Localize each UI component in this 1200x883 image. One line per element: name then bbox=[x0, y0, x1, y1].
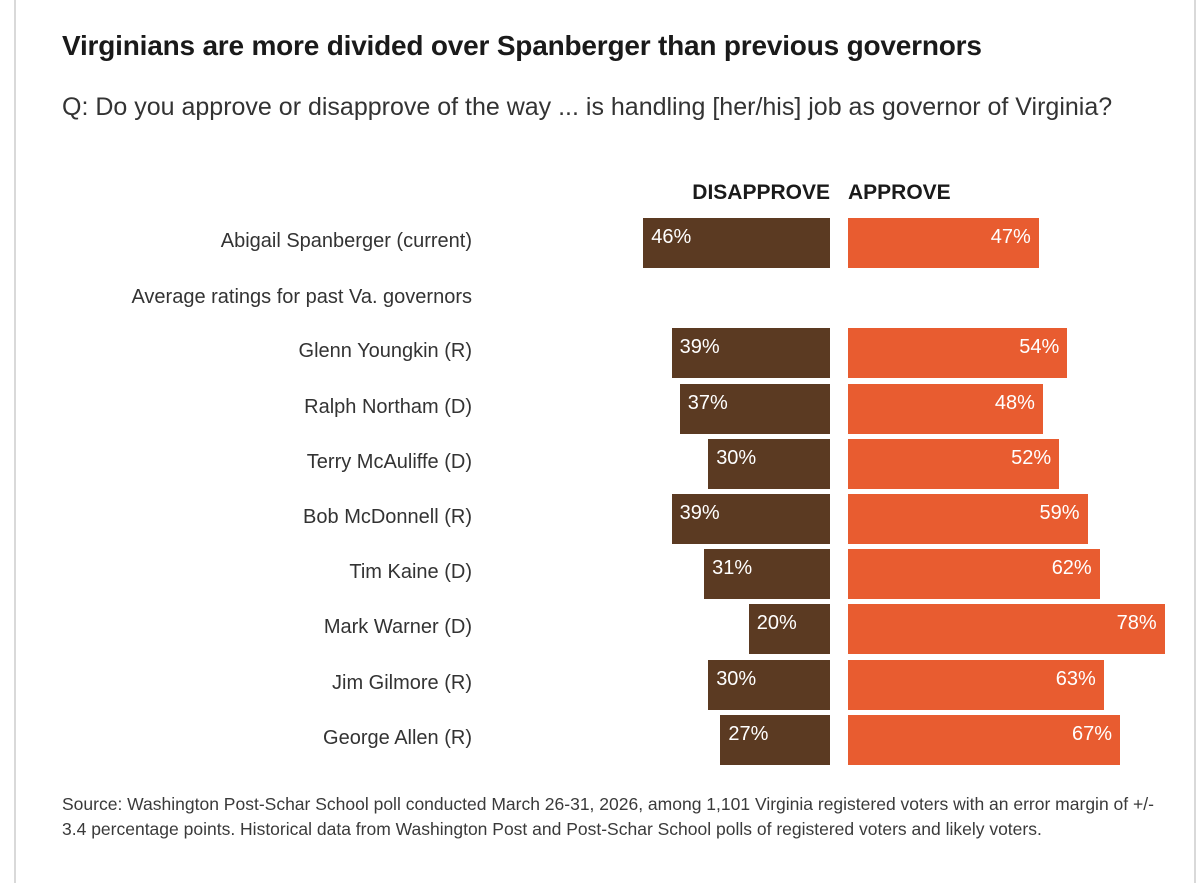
disapprove-value-label: 31% bbox=[712, 557, 753, 579]
governor-label: Bob McDonnell (R) bbox=[303, 506, 472, 528]
disapprove-value-label: 39% bbox=[679, 502, 720, 524]
source-note: Source: Washington Post-Schar School pol… bbox=[62, 794, 1154, 839]
approve-value-label: 59% bbox=[1039, 502, 1080, 524]
disapprove-bar: 46% bbox=[643, 218, 830, 268]
disapprove-value-label: 20% bbox=[756, 612, 797, 634]
approve-bar: 63% bbox=[848, 660, 1104, 710]
approve-value-label: 63% bbox=[1055, 668, 1096, 690]
approve-value-label: 54% bbox=[1019, 336, 1060, 358]
disapprove-bar: 27% bbox=[720, 715, 830, 765]
frame-right-border bbox=[1194, 0, 1196, 883]
governor-label: Ralph Northam (D) bbox=[304, 396, 472, 418]
approve-value-label: 47% bbox=[990, 226, 1031, 248]
approve-bar: 54% bbox=[848, 328, 1068, 378]
approve-column-header: APPROVE bbox=[848, 181, 951, 204]
approve-bar: 59% bbox=[848, 494, 1088, 544]
disapprove-bar: 20% bbox=[748, 604, 830, 654]
disapprove-value-label: 37% bbox=[687, 392, 728, 414]
governor-label: Jim Gilmore (R) bbox=[332, 672, 472, 694]
approve-value-label: 62% bbox=[1051, 557, 1092, 579]
approve-value-label: 52% bbox=[1011, 447, 1052, 469]
disapprove-bar: 39% bbox=[671, 328, 830, 378]
approve-value-label: 78% bbox=[1116, 612, 1157, 634]
approve-bar: 52% bbox=[848, 439, 1060, 489]
disapprove-value-label: 39% bbox=[679, 336, 720, 358]
governor-label: Glenn Youngkin (R) bbox=[298, 340, 472, 362]
chart-title: Virginians are more divided over Spanber… bbox=[62, 30, 982, 61]
disapprove-bar: 30% bbox=[708, 660, 830, 710]
disapprove-bar: 30% bbox=[708, 439, 830, 489]
governor-label: Tim Kaine (D) bbox=[349, 561, 472, 583]
approve-bar: 78% bbox=[848, 604, 1165, 654]
chart-subtitle: Q: Do you approve or disapprove of the w… bbox=[62, 93, 1113, 121]
disapprove-value-label: 30% bbox=[716, 668, 757, 690]
frame-left-border bbox=[14, 0, 16, 883]
past-governors-section-label: Average ratings for past Va. governors bbox=[131, 286, 472, 308]
disapprove-value-label: 46% bbox=[651, 226, 692, 248]
governor-label: Abigail Spanberger (current) bbox=[220, 230, 472, 252]
approve-value-label: 48% bbox=[994, 392, 1035, 414]
approve-bar: 62% bbox=[848, 549, 1100, 599]
approve-value-label: 67% bbox=[1071, 723, 1113, 745]
disapprove-value-label: 27% bbox=[728, 723, 769, 745]
disapprove-bar: 39% bbox=[671, 494, 830, 544]
approve-bar: 47% bbox=[848, 218, 1039, 268]
disapprove-column-header: DISAPPROVE bbox=[692, 181, 830, 204]
disapprove-bar: 37% bbox=[679, 384, 830, 434]
governor-label: Terry McAuliffe (D) bbox=[306, 451, 472, 473]
governor-label: Mark Warner (D) bbox=[323, 616, 472, 638]
disapprove-value-label: 30% bbox=[716, 447, 757, 469]
governor-label: George Allen (R) bbox=[323, 727, 472, 749]
approve-bar: 48% bbox=[848, 384, 1043, 434]
approve-bar: 67% bbox=[848, 715, 1121, 765]
disapprove-bar: 31% bbox=[704, 549, 830, 599]
